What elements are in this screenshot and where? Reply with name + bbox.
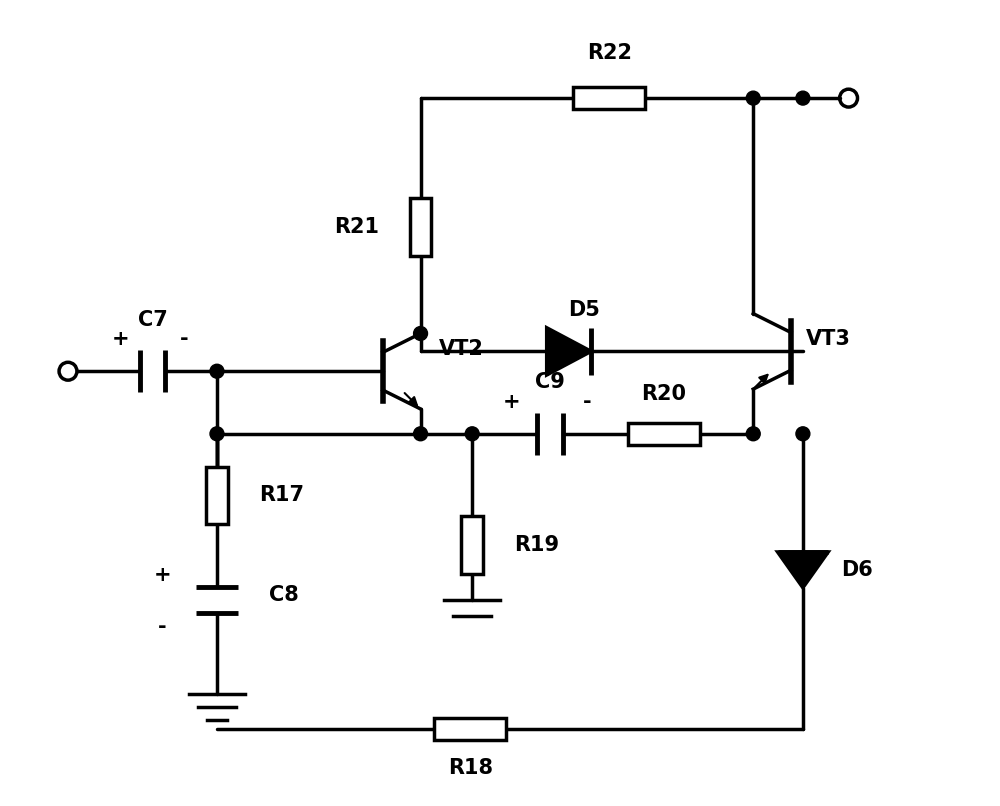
Text: D6: D6 [841,560,872,580]
Text: R19: R19 [514,535,559,555]
Text: R21: R21 [334,218,379,237]
Circle shape [746,91,760,105]
Circle shape [210,364,224,378]
Bar [573,87,645,109]
Text: +: + [154,565,171,585]
Circle shape [414,326,428,340]
Circle shape [465,427,479,441]
Polygon shape [547,328,591,375]
Text: -: - [180,330,189,350]
Text: VT2: VT2 [438,339,483,359]
Text: R22: R22 [587,44,632,64]
Bar [410,198,431,256]
Bar [461,516,483,574]
Circle shape [414,427,428,441]
Bar [628,423,700,445]
Bar [206,467,228,524]
Text: C9: C9 [535,372,565,393]
Bar [434,718,506,740]
Circle shape [796,91,810,105]
Circle shape [210,427,224,441]
Text: +: + [503,392,521,412]
Text: -: - [158,617,167,638]
Text: +: + [112,330,129,350]
Text: C8: C8 [269,584,298,604]
Text: R18: R18 [448,758,493,779]
Text: R20: R20 [641,384,686,404]
Circle shape [796,427,810,441]
Text: R17: R17 [259,485,304,505]
Circle shape [746,427,760,441]
Text: C7: C7 [138,310,167,330]
Text: -: - [583,392,592,412]
Polygon shape [778,552,828,588]
Text: VT3: VT3 [806,330,851,350]
Text: D5: D5 [568,300,600,320]
